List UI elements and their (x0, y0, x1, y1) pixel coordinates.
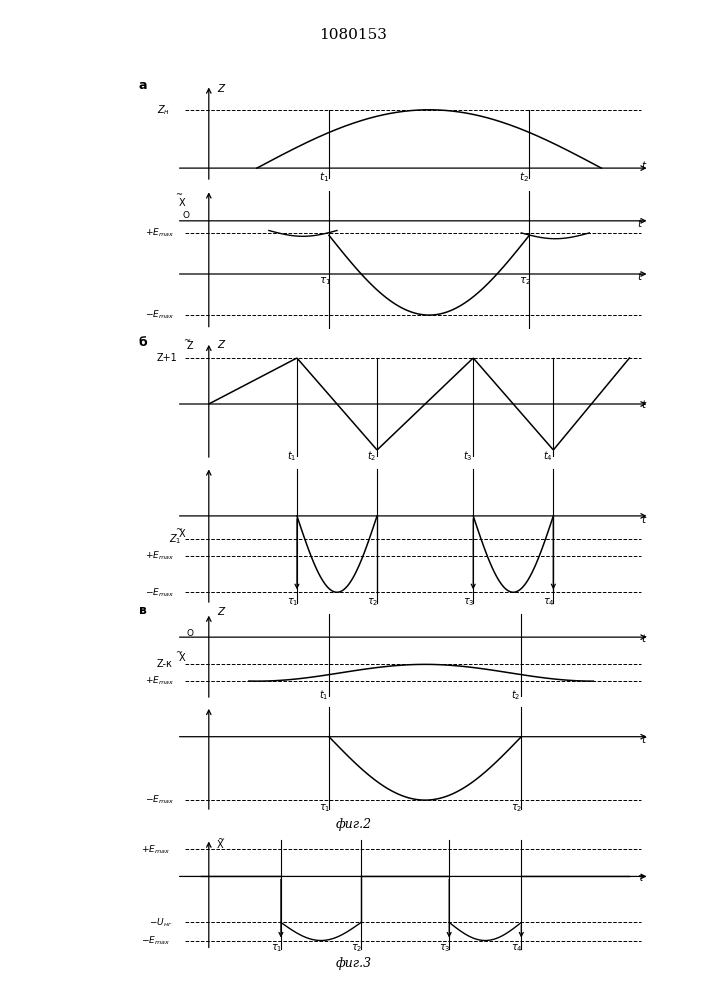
Text: $Z_1$: $Z_1$ (169, 532, 181, 546)
Text: X: X (217, 840, 223, 850)
Text: Z+1: Z+1 (157, 353, 177, 363)
Text: X: X (179, 529, 185, 539)
Text: Z: Z (217, 607, 224, 617)
Text: б: б (139, 336, 148, 349)
Text: $\tau_2$: $\tau_2$ (519, 275, 532, 286)
Text: 1080153: 1080153 (320, 28, 387, 42)
Text: $t_1$: $t_1$ (287, 449, 296, 463)
Text: t: t (641, 735, 645, 745)
Text: $\tau_2$: $\tau_2$ (511, 802, 522, 814)
Text: $-E_{max}$: $-E_{max}$ (145, 794, 174, 806)
Text: $\tau_1$: $\tau_1$ (319, 802, 330, 814)
Text: a: a (139, 79, 147, 92)
Text: $\tau_4$: $\tau_4$ (511, 942, 523, 954)
Text: $t_2$: $t_2$ (367, 449, 376, 463)
Text: $t_1$: $t_1$ (319, 688, 329, 702)
Text: $t_3$: $t_3$ (463, 449, 473, 463)
Text: $t_2$: $t_2$ (511, 688, 520, 702)
Text: $\tau_1$: $\tau_1$ (287, 596, 298, 608)
Text: O: O (182, 211, 189, 220)
Text: Z: Z (217, 340, 224, 350)
Text: $t_1$: $t_1$ (319, 170, 329, 184)
Text: t: t (641, 400, 645, 410)
Text: $+E_{max}$: $+E_{max}$ (145, 550, 174, 562)
Text: ~: ~ (175, 525, 182, 534)
Text: ~: ~ (175, 648, 182, 657)
Text: фиг.3: фиг.3 (335, 957, 372, 970)
Text: $t_4$: $t_4$ (543, 449, 553, 463)
Text: t: t (641, 515, 645, 525)
Text: Z-к: Z-к (157, 659, 173, 669)
Text: ~: ~ (175, 190, 182, 199)
Text: $-U_{нг}$: $-U_{нг}$ (148, 916, 173, 929)
Text: $\tau_3$: $\tau_3$ (439, 942, 451, 954)
Text: $-E_{max}$: $-E_{max}$ (141, 934, 170, 947)
Text: O: O (187, 629, 194, 638)
Text: X: X (179, 198, 185, 208)
Text: $\tau_1$: $\tau_1$ (271, 942, 282, 954)
Text: $\tau_2$: $\tau_2$ (367, 596, 378, 608)
Text: $\tau_4$: $\tau_4$ (543, 596, 555, 608)
Text: $+E_{max}$: $+E_{max}$ (145, 675, 174, 687)
Text: t: t (641, 634, 645, 644)
Text: $\tau_3$: $\tau_3$ (463, 596, 475, 608)
Text: Z: Z (187, 341, 194, 351)
Text: $t_2$: $t_2$ (519, 170, 530, 184)
Text: $\tau_1$: $\tau_1$ (319, 275, 331, 286)
Text: фиг.2: фиг.2 (335, 818, 372, 831)
Text: $\tau_2$: $\tau_2$ (351, 942, 363, 954)
Text: ~: ~ (182, 336, 189, 345)
Text: t: t (638, 272, 642, 282)
Text: X: X (179, 653, 185, 663)
Text: Z: Z (217, 84, 224, 94)
Text: $+E_{max}$: $+E_{max}$ (141, 843, 170, 856)
Text: $Z_н$: $Z_н$ (157, 103, 170, 117)
Text: $-E_{max}$: $-E_{max}$ (145, 309, 174, 321)
Text: ~: ~ (217, 835, 224, 844)
Text: $\tau$: $\tau$ (638, 873, 645, 883)
Text: $-E_{max}$: $-E_{max}$ (145, 586, 174, 599)
Text: t: t (641, 161, 645, 171)
Text: t: t (638, 219, 642, 229)
Text: $+E_{max}$: $+E_{max}$ (145, 227, 174, 239)
Text: в: в (139, 604, 146, 617)
